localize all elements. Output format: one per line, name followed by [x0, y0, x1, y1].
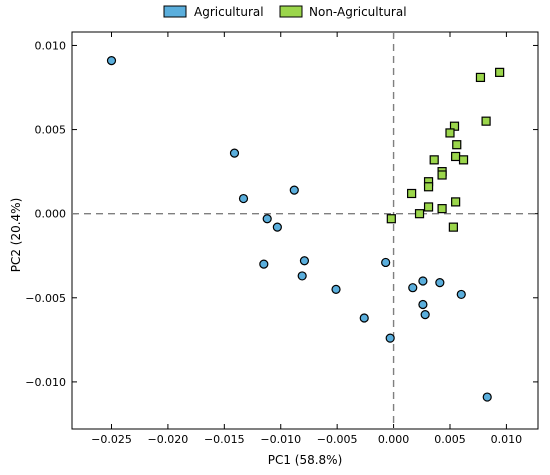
legend-label-non-agricultural: Non-Agricultural — [309, 5, 407, 19]
y-tick-label: 0.010 — [35, 39, 67, 52]
legend-label-agricultural: Agricultural — [194, 5, 264, 19]
data-points — [106, 55, 505, 402]
point-non-agricultural — [429, 155, 439, 165]
point-agricultural — [385, 333, 395, 343]
point-agricultural — [299, 256, 310, 266]
point-non-agricultural — [437, 204, 447, 214]
point-non-agricultural — [451, 197, 461, 207]
point-non-agricultural — [458, 155, 469, 165]
legend-swatch-agricultural — [163, 5, 187, 18]
point-agricultural — [456, 289, 466, 300]
point-non-agricultural — [386, 214, 396, 224]
point-agricultural — [331, 284, 341, 294]
point-agricultural — [381, 257, 391, 268]
point-agricultural — [289, 185, 299, 195]
point-agricultural — [482, 392, 492, 402]
axes: −0.025 −0.020 −0.015 −0.010 −0.005 0.000 0.005… — [25, 31, 539, 446]
point-agricultural — [418, 276, 428, 286]
point-non-agricultural — [437, 170, 447, 180]
point-non-agricultural — [414, 209, 425, 219]
legend: Agricultural Non-Agricultural — [163, 5, 407, 19]
point-agricultural — [272, 222, 282, 232]
point-non-agricultural — [423, 202, 434, 212]
plot-frame — [71, 31, 539, 430]
x-tick-label: −0.020 — [148, 433, 189, 446]
legend-swatch-non-agricultural — [279, 5, 303, 18]
x-tick-label: 0.005 — [434, 433, 466, 446]
x-axis-label: PC1 (58.8%) — [268, 453, 343, 467]
x-tick-label: −0.025 — [91, 433, 132, 446]
point-agricultural — [359, 313, 369, 323]
point-agricultural — [297, 271, 307, 281]
y-tick-label: −0.005 — [25, 292, 66, 305]
x-tick-label: −0.005 — [317, 433, 358, 446]
x-tick-label: 0.010 — [491, 433, 523, 446]
x-tick-label: 0.000 — [378, 433, 410, 446]
point-agricultural — [418, 299, 428, 310]
y-axis-label: PC2 (20.4%) — [9, 198, 23, 273]
point-non-agricultural — [481, 116, 491, 126]
point-agricultural — [238, 193, 249, 204]
point-agricultural — [435, 278, 445, 288]
point-non-agricultural — [451, 151, 461, 162]
point-agricultural — [259, 259, 269, 269]
y-tick-label: −0.010 — [25, 376, 66, 389]
y-tick-label: 0.005 — [35, 124, 67, 137]
point-agricultural — [229, 148, 240, 158]
x-tick-label: −0.010 — [260, 433, 301, 446]
point-non-agricultural — [452, 140, 462, 150]
point-non-agricultural — [445, 128, 455, 138]
x-tick-label: −0.015 — [204, 433, 245, 446]
point-agricultural — [408, 283, 418, 293]
point-non-agricultural — [423, 182, 434, 192]
reference-lines — [72, 32, 538, 429]
point-agricultural — [262, 214, 272, 224]
point-non-agricultural — [407, 188, 417, 199]
point-non-agricultural — [475, 72, 486, 83]
point-agricultural — [106, 55, 117, 66]
point-agricultural — [420, 310, 430, 320]
point-non-agricultural — [495, 67, 505, 77]
point-non-agricultural — [448, 222, 458, 232]
y-tick-label: 0.000 — [35, 208, 67, 221]
